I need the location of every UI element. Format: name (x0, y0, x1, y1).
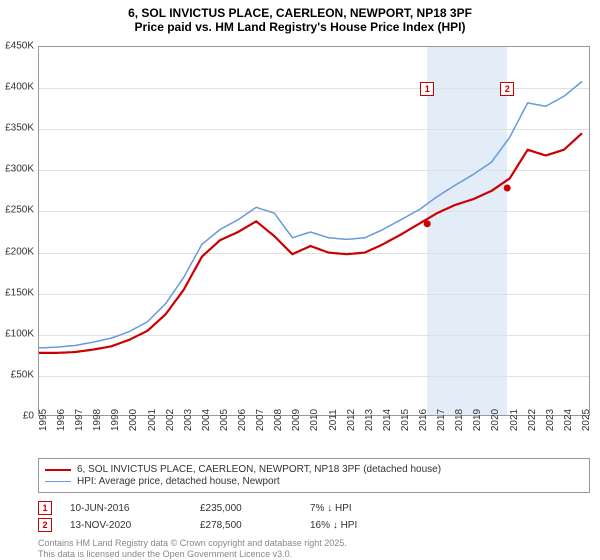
x-tick-label: 2018 (454, 409, 465, 431)
y-tick-label: £350K (5, 123, 34, 134)
sale-diff-2: 16% ↓ HPI (310, 520, 430, 531)
chart-container: 6, SOL INVICTUS PLACE, CAERLEON, NEWPORT… (0, 0, 600, 560)
x-tick-label: 1999 (110, 409, 121, 431)
legend-swatch-1 (45, 469, 71, 471)
y-tick-label: £0 (23, 411, 34, 422)
legend-row-1: 6, SOL INVICTUS PLACE, CAERLEON, NEWPORT… (45, 464, 583, 475)
x-tick-label: 2002 (165, 409, 176, 431)
y-tick-label: £450K (5, 41, 34, 52)
sale-price-2: £278,500 (200, 520, 310, 531)
grid-line (39, 129, 589, 130)
grid-line (39, 294, 589, 295)
y-tick-label: £300K (5, 164, 34, 175)
x-tick-label: 2011 (328, 409, 339, 431)
x-tick-label: 2017 (436, 409, 447, 431)
x-tick-label: 1998 (92, 409, 103, 431)
legend: 6, SOL INVICTUS PLACE, CAERLEON, NEWPORT… (38, 458, 590, 493)
sale-row-1: 1 10-JUN-2016 £235,000 7% ↓ HPI (38, 501, 430, 515)
x-tick-label: 2007 (255, 409, 266, 431)
chart-marker-1: 1 (420, 82, 434, 96)
footer-line-2: This data is licensed under the Open Gov… (38, 549, 347, 560)
y-tick-label: £150K (5, 287, 34, 298)
y-tick-label: £200K (5, 246, 34, 257)
x-tick-label: 2008 (273, 409, 284, 431)
grid-line (39, 211, 589, 212)
plot-region: 12 (38, 46, 590, 416)
x-tick-label: 2022 (527, 409, 538, 431)
chart-area: 12 £0£50K£100K£150K£200K£250K£300K£350K£… (38, 46, 590, 416)
x-tick-label: 2013 (364, 409, 375, 431)
x-tick-label: 2001 (147, 409, 158, 431)
x-tick-label: 1995 (38, 409, 49, 431)
sale-marker-1: 1 (38, 501, 52, 515)
sale-date-1: 10-JUN-2016 (70, 503, 200, 514)
x-tick-label: 2010 (309, 409, 320, 431)
grid-line (39, 253, 589, 254)
sale-marker-2: 2 (38, 518, 52, 532)
x-tick-label: 2024 (563, 409, 574, 431)
footer: Contains HM Land Registry data © Crown c… (38, 538, 347, 560)
grid-line (39, 170, 589, 171)
legend-swatch-2 (45, 481, 71, 482)
x-tick-label: 2000 (128, 409, 139, 431)
chart-marker-2: 2 (500, 82, 514, 96)
legend-row-2: HPI: Average price, detached house, Newp… (45, 476, 583, 487)
sale-diff-1: 7% ↓ HPI (310, 503, 430, 514)
sales-block: 1 10-JUN-2016 £235,000 7% ↓ HPI 2 13-NOV… (38, 498, 430, 535)
x-tick-label: 2005 (219, 409, 230, 431)
x-tick-label: 2014 (382, 409, 393, 431)
footer-line-1: Contains HM Land Registry data © Crown c… (38, 538, 347, 549)
y-tick-label: £250K (5, 205, 34, 216)
title-line-2: Price paid vs. HM Land Registry's House … (0, 20, 600, 34)
x-tick-label: 2025 (581, 409, 592, 431)
sale-row-2: 2 13-NOV-2020 £278,500 16% ↓ HPI (38, 518, 430, 532)
x-tick-label: 1996 (56, 409, 67, 431)
x-tick-label: 2012 (346, 409, 357, 431)
x-tick-label: 1997 (74, 409, 85, 431)
x-tick-label: 2021 (509, 409, 520, 431)
title-line-1: 6, SOL INVICTUS PLACE, CAERLEON, NEWPORT… (0, 6, 600, 20)
y-tick-label: £400K (5, 82, 34, 93)
x-tick-label: 2020 (490, 409, 501, 431)
x-tick-label: 2019 (472, 409, 483, 431)
x-tick-label: 2004 (201, 409, 212, 431)
y-tick-label: £100K (5, 328, 34, 339)
line-series (39, 47, 591, 417)
highlight-band (427, 47, 507, 415)
legend-label-1: 6, SOL INVICTUS PLACE, CAERLEON, NEWPORT… (77, 464, 441, 475)
x-tick-label: 2015 (400, 409, 411, 431)
x-tick-label: 2009 (291, 409, 302, 431)
x-tick-label: 2023 (545, 409, 556, 431)
sale-date-2: 13-NOV-2020 (70, 520, 200, 531)
title-block: 6, SOL INVICTUS PLACE, CAERLEON, NEWPORT… (0, 0, 600, 38)
y-tick-label: £50K (11, 369, 34, 380)
x-tick-label: 2016 (418, 409, 429, 431)
grid-line (39, 335, 589, 336)
grid-line (39, 376, 589, 377)
x-tick-label: 2006 (237, 409, 248, 431)
x-tick-label: 2003 (183, 409, 194, 431)
legend-label-2: HPI: Average price, detached house, Newp… (77, 476, 280, 487)
sale-price-1: £235,000 (200, 503, 310, 514)
